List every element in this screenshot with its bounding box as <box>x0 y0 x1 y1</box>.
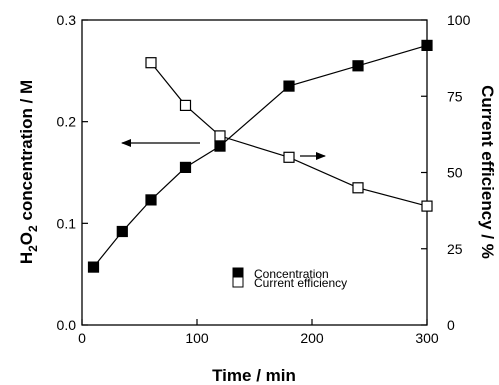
left-y-tick-label: 0.1 <box>57 215 77 231</box>
left-y-title-o: O <box>17 232 36 245</box>
left-y-title-sub-2b: 2 <box>26 225 40 232</box>
left-y-tick-label: 0.2 <box>57 114 77 130</box>
left-y-title-sub-2a: 2 <box>26 245 40 252</box>
left-y-axis-ticks: 0.0 0.1 0.2 0.3 <box>57 12 88 333</box>
left-y-title-h: H <box>17 252 36 264</box>
series-layer <box>87 39 433 273</box>
point-concentration <box>145 194 157 206</box>
series-line-current-efficiency <box>150 62 428 207</box>
right-y-axis-title: Current efficiency / % <box>478 85 497 259</box>
right-y-tick-label: 25 <box>447 241 463 257</box>
left-y-tick-label: 0.0 <box>57 317 77 333</box>
point-current-efficiency <box>352 182 364 194</box>
legend-label-concentration: Concentration <box>254 267 329 281</box>
left-y-tick-label: 0.3 <box>57 12 77 28</box>
point-concentration <box>421 39 433 52</box>
point-concentration <box>116 225 128 238</box>
legend-label-current-efficiency: Current efficiency <box>254 276 347 290</box>
right-y-tick-label: 0 <box>447 317 455 333</box>
right-y-tick-label: 50 <box>447 165 463 181</box>
x-tick-label: 200 <box>300 330 324 346</box>
point-current-efficiency <box>421 200 433 212</box>
point-concentration <box>283 80 295 92</box>
point-current-efficiency <box>214 130 226 142</box>
point-concentration <box>214 140 226 152</box>
right-y-axis-ticks: 0 25 50 75 100 <box>421 12 471 333</box>
x-tick-label: 100 <box>185 330 209 346</box>
legend-marker-current-efficiency <box>232 276 244 288</box>
point-current-efficiency <box>179 99 192 112</box>
x-axis-title: Time / min <box>212 366 296 385</box>
x-tick-label: 0 <box>78 330 86 346</box>
point-concentration <box>352 60 364 72</box>
point-current-efficiency <box>283 151 295 163</box>
point-concentration <box>179 161 192 173</box>
point-current-efficiency <box>145 57 157 69</box>
x-axis-ticks: 0 100 200 300 <box>78 319 439 346</box>
series-line-concentration <box>93 44 428 268</box>
legend: Concentration Current efficiency <box>232 267 347 290</box>
right-y-tick-label: 75 <box>447 88 463 104</box>
left-y-title-rest: concentration / M <box>17 80 36 225</box>
left-y-axis-title: H2O2 concentration / M <box>17 80 40 264</box>
right-y-tick-label: 100 <box>447 12 471 28</box>
x-tick-label: 300 <box>415 330 439 346</box>
point-concentration <box>87 261 100 273</box>
